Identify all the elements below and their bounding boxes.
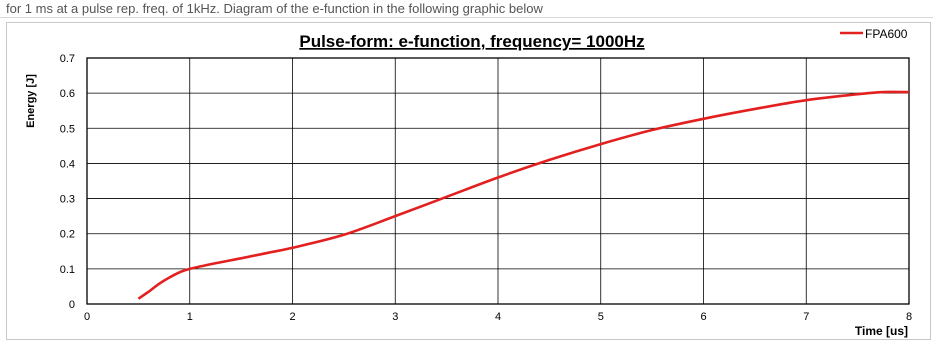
y-tick-labels: 0 0.1 0.2 0.3 0.4 0.5 0.6 0.7 xyxy=(60,53,75,311)
x-tick-label: 7 xyxy=(803,311,809,323)
y-tick-label: 0 xyxy=(69,299,75,311)
grid-lines xyxy=(87,58,909,304)
chart-title: Pulse-form: e-function, frequency= 1000H… xyxy=(299,32,644,51)
series-layer xyxy=(137,90,910,300)
y-tick-label: 0.5 xyxy=(60,123,75,135)
y-axis-label: Energy [J] xyxy=(25,74,37,128)
y-tick-label: 0.4 xyxy=(60,158,75,170)
y-tick-label: 0.3 xyxy=(60,194,75,206)
x-tick-label: 3 xyxy=(392,311,398,323)
x-tick-labels: 0 1 2 3 4 5 6 7 8 xyxy=(84,311,912,323)
y-tick-label: 0.2 xyxy=(60,229,75,241)
y-tick-label: 0.6 xyxy=(60,88,75,100)
x-tick-label: 1 xyxy=(187,311,193,323)
caption-text: for 1 ms at a pulse rep. freq. of 1kHz. … xyxy=(0,0,933,18)
x-tick-label: 8 xyxy=(906,311,912,323)
series-line-fpa600 xyxy=(137,90,910,300)
chart-frame: 0 0.1 0.2 0.3 0.4 0.5 0.6 0.7 0 1 2 3 4 5 6 7 8 Pulse-f… xyxy=(6,22,931,340)
x-axis-label: Time [us] xyxy=(855,324,908,338)
y-tick-label: 0.7 xyxy=(60,53,75,65)
energy-chart: 0 0.1 0.2 0.3 0.4 0.5 0.6 0.7 0 1 2 3 4 5 6 7 8 Pulse-f… xyxy=(25,27,912,338)
x-tick-label: 6 xyxy=(700,311,706,323)
x-tick-label: 0 xyxy=(84,311,90,323)
x-tick-label: 4 xyxy=(495,311,501,323)
y-tick-label: 0.1 xyxy=(60,264,75,276)
legend: FPA600 xyxy=(840,27,908,41)
x-tick-label: 2 xyxy=(289,311,295,323)
legend-label-fpa600: FPA600 xyxy=(865,27,908,41)
x-tick-label: 5 xyxy=(598,311,604,323)
